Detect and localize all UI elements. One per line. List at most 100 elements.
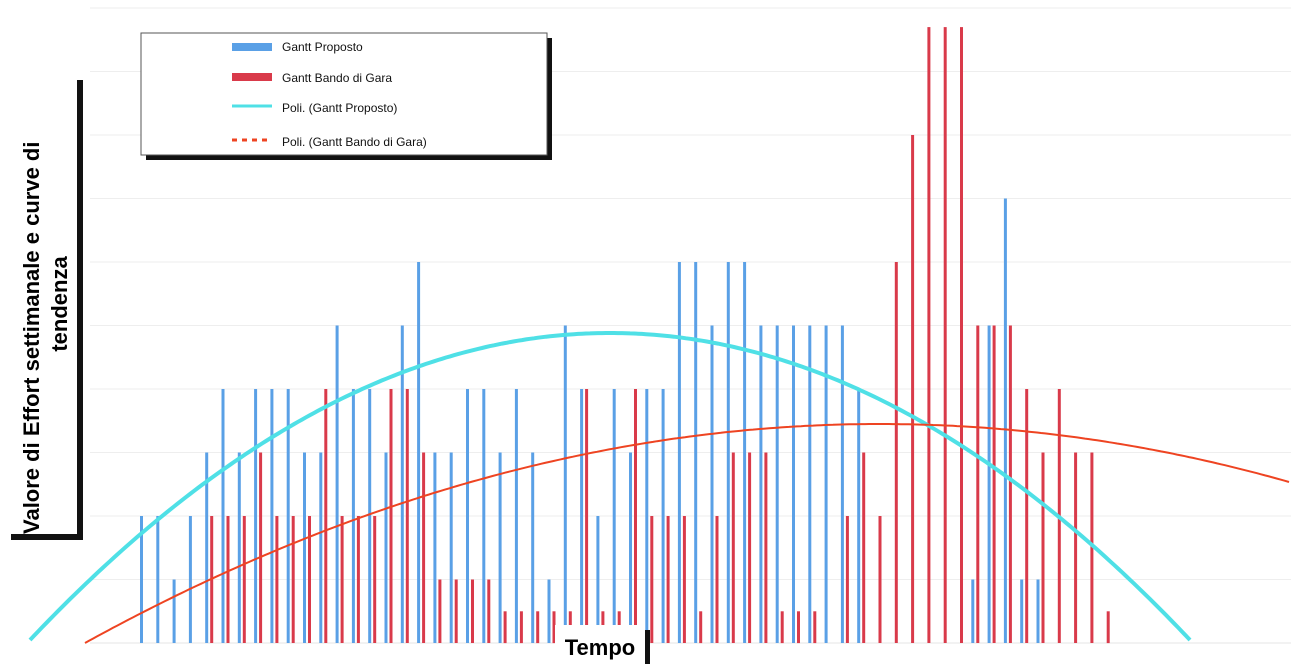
bar-gantt-bando <box>454 579 458 643</box>
bar-gantt-bando <box>634 389 637 643</box>
bar-gantt-bando <box>845 516 849 643</box>
bar-gantt-proposto <box>857 389 861 643</box>
x-axis-title: Tempo <box>565 635 635 660</box>
bar-gantt-bando <box>911 135 915 643</box>
bar-gantt-bando <box>780 611 784 644</box>
bar-gantt-proposto <box>384 452 388 643</box>
bar-gantt-proposto <box>400 325 404 643</box>
bar-gantt-proposto <box>237 452 241 643</box>
bar-gantt-bando <box>536 611 540 644</box>
bar-gantt-bando <box>976 325 980 643</box>
bar-gantt-bando <box>471 579 474 643</box>
bar-gantt-proposto <box>531 452 535 643</box>
bar-gantt-proposto <box>368 389 372 643</box>
bar-gantt-bando <box>373 516 377 643</box>
bar-gantt-proposto <box>824 325 828 643</box>
bar-gantt-bando <box>715 516 719 643</box>
bar-gantt-bando <box>242 516 246 643</box>
bar-gantt-proposto <box>205 452 209 643</box>
bar-gantt-proposto <box>775 325 779 643</box>
y-axis-title-bg <box>5 74 77 534</box>
bar-gantt-proposto <box>710 325 714 643</box>
bar-gantt-bando <box>1041 452 1045 643</box>
bar-gantt-bando <box>340 516 344 643</box>
bar-gantt-proposto <box>629 452 632 643</box>
bar-gantt-bando <box>503 611 507 644</box>
bar-gantt-proposto <box>971 579 975 643</box>
bar-gantt-proposto <box>172 579 176 643</box>
bar-gantt-proposto <box>335 325 339 643</box>
x-axis-title-bg <box>555 625 645 664</box>
bar-gantt-bando <box>943 27 947 644</box>
y-axis-title-line1: Valore di Effort settimanale e curve di <box>19 142 44 534</box>
legend-item-gantt-bando: Gantt Bando di Gara <box>232 71 392 85</box>
y-axis-title-line2: tendenza <box>47 256 72 352</box>
bar-gantt-proposto <box>1003 198 1007 643</box>
bar-gantt-bando <box>585 389 589 643</box>
bar-gantt-bando <box>894 262 898 643</box>
bar-gantt-proposto <box>645 389 649 643</box>
legend-label-poli-proposto: Poli. (Gantt Proposto) <box>282 101 397 115</box>
bar-gantt-bando <box>405 389 409 643</box>
bar-gantt-bando <box>813 611 817 644</box>
bar-gantt-proposto <box>140 516 143 643</box>
bar-gantt-bando <box>682 516 686 643</box>
bar-gantt-bando <box>422 452 426 643</box>
bar-gantt-proposto <box>498 452 502 643</box>
trendline-gantt-proposto <box>28 331 1192 642</box>
bar-gantt-bando <box>291 516 295 643</box>
bar-gantt-proposto <box>221 389 225 643</box>
bar-gantt-bando <box>764 452 768 643</box>
bar-gantt-proposto <box>1020 579 1024 643</box>
bar-gantt-bando <box>356 516 360 643</box>
bar-gantt-bando <box>731 452 735 643</box>
bar-gantt-bando <box>666 516 670 643</box>
legend-swatch-gantt-proposto <box>232 43 272 51</box>
bar-gantt-proposto <box>466 389 469 643</box>
legend-label-gantt-bando: Gantt Bando di Gara <box>282 71 392 85</box>
bar-gantt-proposto <box>726 262 730 643</box>
y-axis-title-box: Valore di Effort settimanale e curve di … <box>5 74 83 540</box>
bar-gantt-bando <box>438 579 442 643</box>
bar-gantt-proposto <box>270 389 274 643</box>
bar-gantt-proposto <box>514 389 518 643</box>
bar-gantt-proposto <box>319 452 323 643</box>
bar-gantt-bando <box>878 516 882 643</box>
legend-label-gantt-proposto: Gantt Proposto <box>282 40 363 54</box>
bar-gantt-bando <box>552 611 556 644</box>
bar-gantt-bando <box>992 325 996 643</box>
bar-gantt-bando <box>699 611 703 644</box>
bar-gantt-proposto <box>303 452 306 643</box>
bar-gantt-bando <box>960 27 963 644</box>
bar-gantt-proposto <box>1036 579 1040 643</box>
bar-gantt-proposto <box>563 325 567 643</box>
bar-gantt-bando <box>1074 452 1078 643</box>
bar-gantt-proposto <box>661 389 665 643</box>
bar-gantt-proposto <box>156 516 160 643</box>
bar-gantt-proposto <box>351 389 355 643</box>
bar-gantt-proposto <box>286 389 290 643</box>
legend-item-gantt-proposto: Gantt Proposto <box>232 40 363 54</box>
bar-gantt-bando <box>650 516 654 643</box>
bar-gantt-proposto <box>433 452 437 643</box>
bar-gantt-bando <box>389 389 393 643</box>
bar-gantt-proposto <box>840 325 844 643</box>
bar-gantt-proposto <box>596 516 600 643</box>
bar-gantt-bando <box>1090 452 1094 643</box>
bar-gantt-bando <box>1008 325 1012 643</box>
gridlines <box>90 7 1291 644</box>
legend-item-poli-bando: Poli. (Gantt Bando di Gara) <box>232 135 427 149</box>
bar-gantt-proposto <box>547 579 551 643</box>
bar-gantt-proposto <box>792 325 795 643</box>
bar-gantt-proposto <box>987 325 991 643</box>
legend-label-poli-bando: Poli. (Gantt Bando di Gara) <box>282 135 427 149</box>
bar-gantt-bando <box>927 27 931 644</box>
bar-gantt-bando <box>226 516 230 643</box>
legend-item-poli-proposto: Poli. (Gantt Proposto) <box>232 101 397 115</box>
bar-gantt-proposto <box>759 325 763 643</box>
trendlines <box>28 331 1290 644</box>
bar-gantt-bando <box>519 611 523 644</box>
bar-gantt-proposto <box>808 325 812 643</box>
bar-gantt-proposto <box>612 389 616 643</box>
